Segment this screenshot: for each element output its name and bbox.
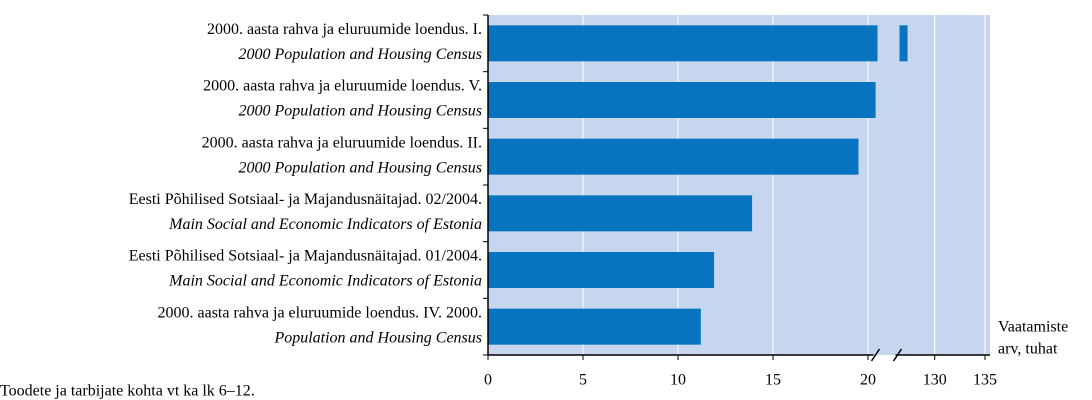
category-label: Eesti Põhilised Sotsiaal- ja Majandusnäi… <box>129 191 482 208</box>
category-label: Eesti Põhilised Sotsiaal- ja Majandusnäi… <box>129 248 482 265</box>
category-label: 2000. aasta rahva ja eluruumide loendus.… <box>203 78 482 95</box>
category-subtitle: 2000 Population and Housing Census <box>238 159 482 176</box>
x-tick-label: 15 <box>765 372 781 389</box>
category-label: 2000. aasta rahva ja eluruumide loendus.… <box>207 21 482 38</box>
bar <box>488 308 701 345</box>
axis-break <box>870 348 881 362</box>
category-label: 2000. aasta rahva ja eluruumide loendus.… <box>157 304 482 321</box>
x-axis-label: arv, tuhat <box>998 341 1058 358</box>
category-subtitle: Population and Housing Census <box>273 329 482 346</box>
x-tick-label: 135 <box>973 372 997 389</box>
x-tick-label: 130 <box>923 372 947 389</box>
category-subtitle: Main Social and Economic Indicators of E… <box>168 216 482 233</box>
category-label: 2000. aasta rahva ja eluruumide loendus.… <box>202 134 482 151</box>
bar-segment <box>899 25 908 62</box>
x-tick-label: 20 <box>860 372 876 389</box>
footnote: Toodete ja tarbijate kohta vt ka lk 6–12… <box>0 383 255 400</box>
bar-segment <box>488 25 878 62</box>
bar <box>488 195 753 232</box>
category-subtitle: 2000 Population and Housing Census <box>238 46 482 63</box>
x-tick-label: 0 <box>484 372 492 389</box>
axis-break <box>892 348 903 362</box>
category-subtitle: 2000 Population and Housing Census <box>238 103 482 120</box>
bar <box>488 82 876 118</box>
category-subtitle: Main Social and Economic Indicators of E… <box>168 273 482 290</box>
plot-background <box>488 15 990 355</box>
bar <box>488 25 908 62</box>
x-axis-label: Vaatamiste <box>998 319 1068 336</box>
bar <box>488 138 859 175</box>
x-tick-label: 10 <box>670 372 686 389</box>
x-tick-label: 5 <box>579 372 587 389</box>
bar <box>488 252 715 288</box>
